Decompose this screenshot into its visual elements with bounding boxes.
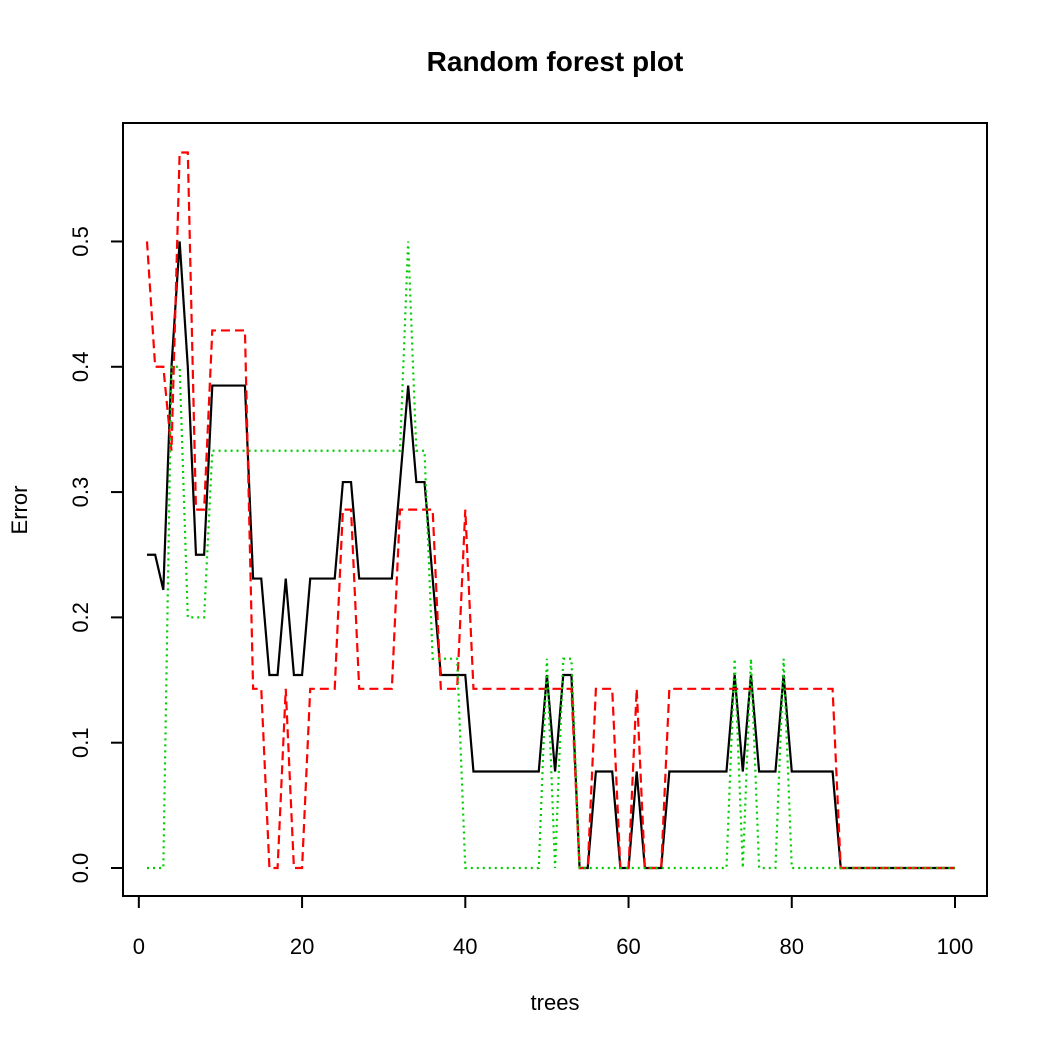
- y-tick-label: 0.5: [68, 226, 93, 257]
- x-tick-label: 80: [780, 934, 804, 959]
- x-tick-label: 0: [133, 934, 145, 959]
- series-line-oob: [147, 241, 955, 870]
- series-layer: [145, 151, 955, 870]
- y-tick-label: 0.0: [68, 853, 93, 884]
- x-axis-label: trees: [531, 990, 580, 1015]
- y-tick-label: 0.3: [68, 477, 93, 508]
- x-tick-label: 40: [453, 934, 477, 959]
- x-tick-label: 100: [937, 934, 974, 959]
- y-tick-label: 0.1: [68, 727, 93, 758]
- y-tick-label: 0.4: [68, 351, 93, 382]
- x-tick-label: 20: [290, 934, 314, 959]
- plot-frame: [122, 122, 988, 897]
- series-line-class1: [145, 151, 955, 870]
- chart-title: Random forest plot: [427, 46, 684, 77]
- y-axis-label: Error: [7, 486, 32, 535]
- y-tick-label: 0.2: [68, 602, 93, 633]
- x-tick-label: 60: [616, 934, 640, 959]
